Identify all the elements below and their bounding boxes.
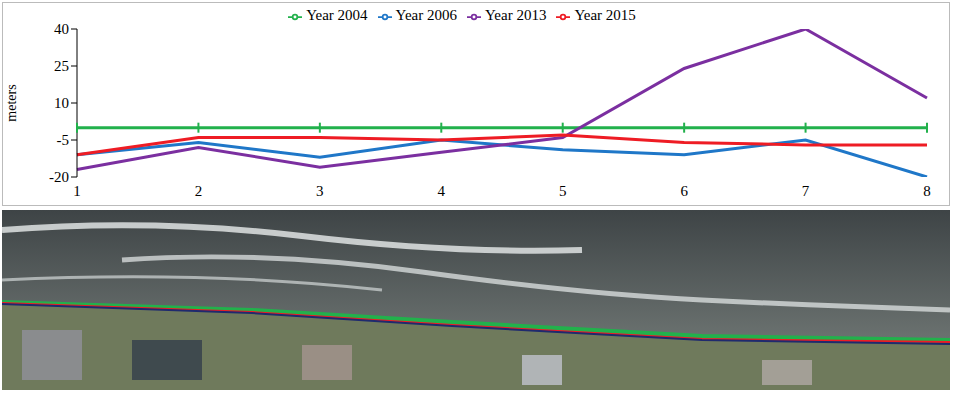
svg-text:meters: meters [4, 84, 19, 121]
svg-text:8: 8 [923, 183, 931, 199]
svg-text:-20: -20 [49, 169, 69, 185]
svg-text:6: 6 [680, 183, 688, 199]
svg-text:3: 3 [316, 183, 324, 199]
html-text:Year 2013: Year 2013 [485, 7, 547, 23]
svg-text:2: 2 [195, 183, 203, 199]
html-text:Year 2004: Year 2004 [306, 7, 368, 23]
html-text:Year 2006: Year 2006 [395, 7, 457, 23]
svg-text:4: 4 [438, 183, 446, 199]
svg-text:25: 25 [54, 58, 69, 74]
svg-text:5: 5 [559, 183, 567, 199]
svg-text:7: 7 [802, 183, 810, 199]
svg-text:-5: -5 [57, 132, 70, 148]
svg-text:1: 1 [73, 183, 81, 199]
svg-text:10: 10 [54, 95, 69, 111]
svg-text:40: 40 [54, 21, 69, 37]
html-text:Year 2015: Year 2015 [574, 7, 636, 23]
